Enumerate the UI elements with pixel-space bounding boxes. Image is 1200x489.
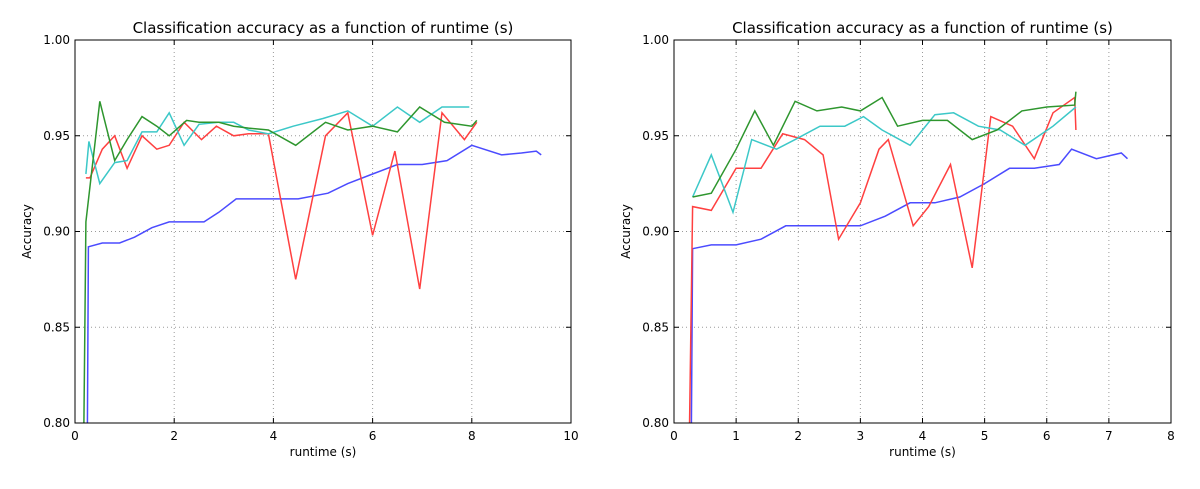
series-group: [688, 91, 1129, 423]
chart-right: Classification accuracy as a function of…: [600, 0, 1200, 489]
series-line-4: [83, 101, 478, 423]
x-tick-label: 6: [1043, 429, 1051, 443]
x-axis-label: runtime (s): [889, 445, 956, 459]
chart-title: Classification accuracy as a function of…: [732, 19, 1113, 37]
x-axis-label: runtime (s): [290, 445, 357, 459]
y-tick-label: 0.85: [642, 320, 669, 334]
x-tick-label: 8: [1167, 429, 1175, 443]
y-tick-label: 1.00: [642, 33, 669, 47]
y-tick-label: 0.90: [642, 225, 669, 239]
x-tick-label: 4: [919, 429, 927, 443]
series-line-1: [86, 144, 542, 423]
y-tick-label: 0.95: [43, 129, 70, 143]
grid: [673, 39, 1172, 424]
y-tick-label: 0.95: [642, 129, 669, 143]
chart-title: Classification accuracy as a function of…: [133, 19, 514, 37]
y-tick-label: 0.85: [43, 320, 70, 334]
x-tick-label: 5: [981, 429, 989, 443]
plot-frame: [74, 39, 572, 424]
chart-left-svg: Classification accuracy as a function of…: [20, 19, 579, 459]
x-tick-label: 8: [468, 429, 476, 443]
x-tick-label: 0: [71, 429, 79, 443]
series-line-4: [692, 91, 1077, 198]
x-tick-label: 2: [170, 429, 178, 443]
x-tick-label: 3: [857, 429, 865, 443]
y-axis-label: Accuracy: [20, 204, 34, 259]
series-group: [83, 101, 542, 423]
y-tick-label: 1.00: [43, 33, 70, 47]
x-tick-label: 2: [794, 429, 802, 443]
x-tick-label: 4: [270, 429, 278, 443]
y-axis-label: Accuracy: [619, 204, 633, 259]
chart-right-svg: Classification accuracy as a function of…: [619, 19, 1175, 459]
grid: [74, 39, 572, 424]
series-line-2: [85, 110, 478, 290]
y-tick-label: 0.80: [642, 416, 669, 430]
series-line-3: [85, 106, 470, 186]
y-tick-label: 0.80: [43, 416, 70, 430]
x-tick-label: 7: [1105, 429, 1113, 443]
series-line-1: [690, 148, 1129, 423]
x-tick-label: 6: [369, 429, 377, 443]
chart-left: Classification accuracy as a function of…: [20, 19, 579, 459]
x-tick-label: 10: [563, 429, 578, 443]
y-tick-label: 0.90: [43, 225, 70, 239]
x-tick-label: 1: [732, 429, 740, 443]
x-tick-label: 0: [670, 429, 678, 443]
series-line-3: [691, 106, 1077, 215]
plot-frame: [673, 39, 1172, 424]
series-line-2: [688, 96, 1077, 423]
